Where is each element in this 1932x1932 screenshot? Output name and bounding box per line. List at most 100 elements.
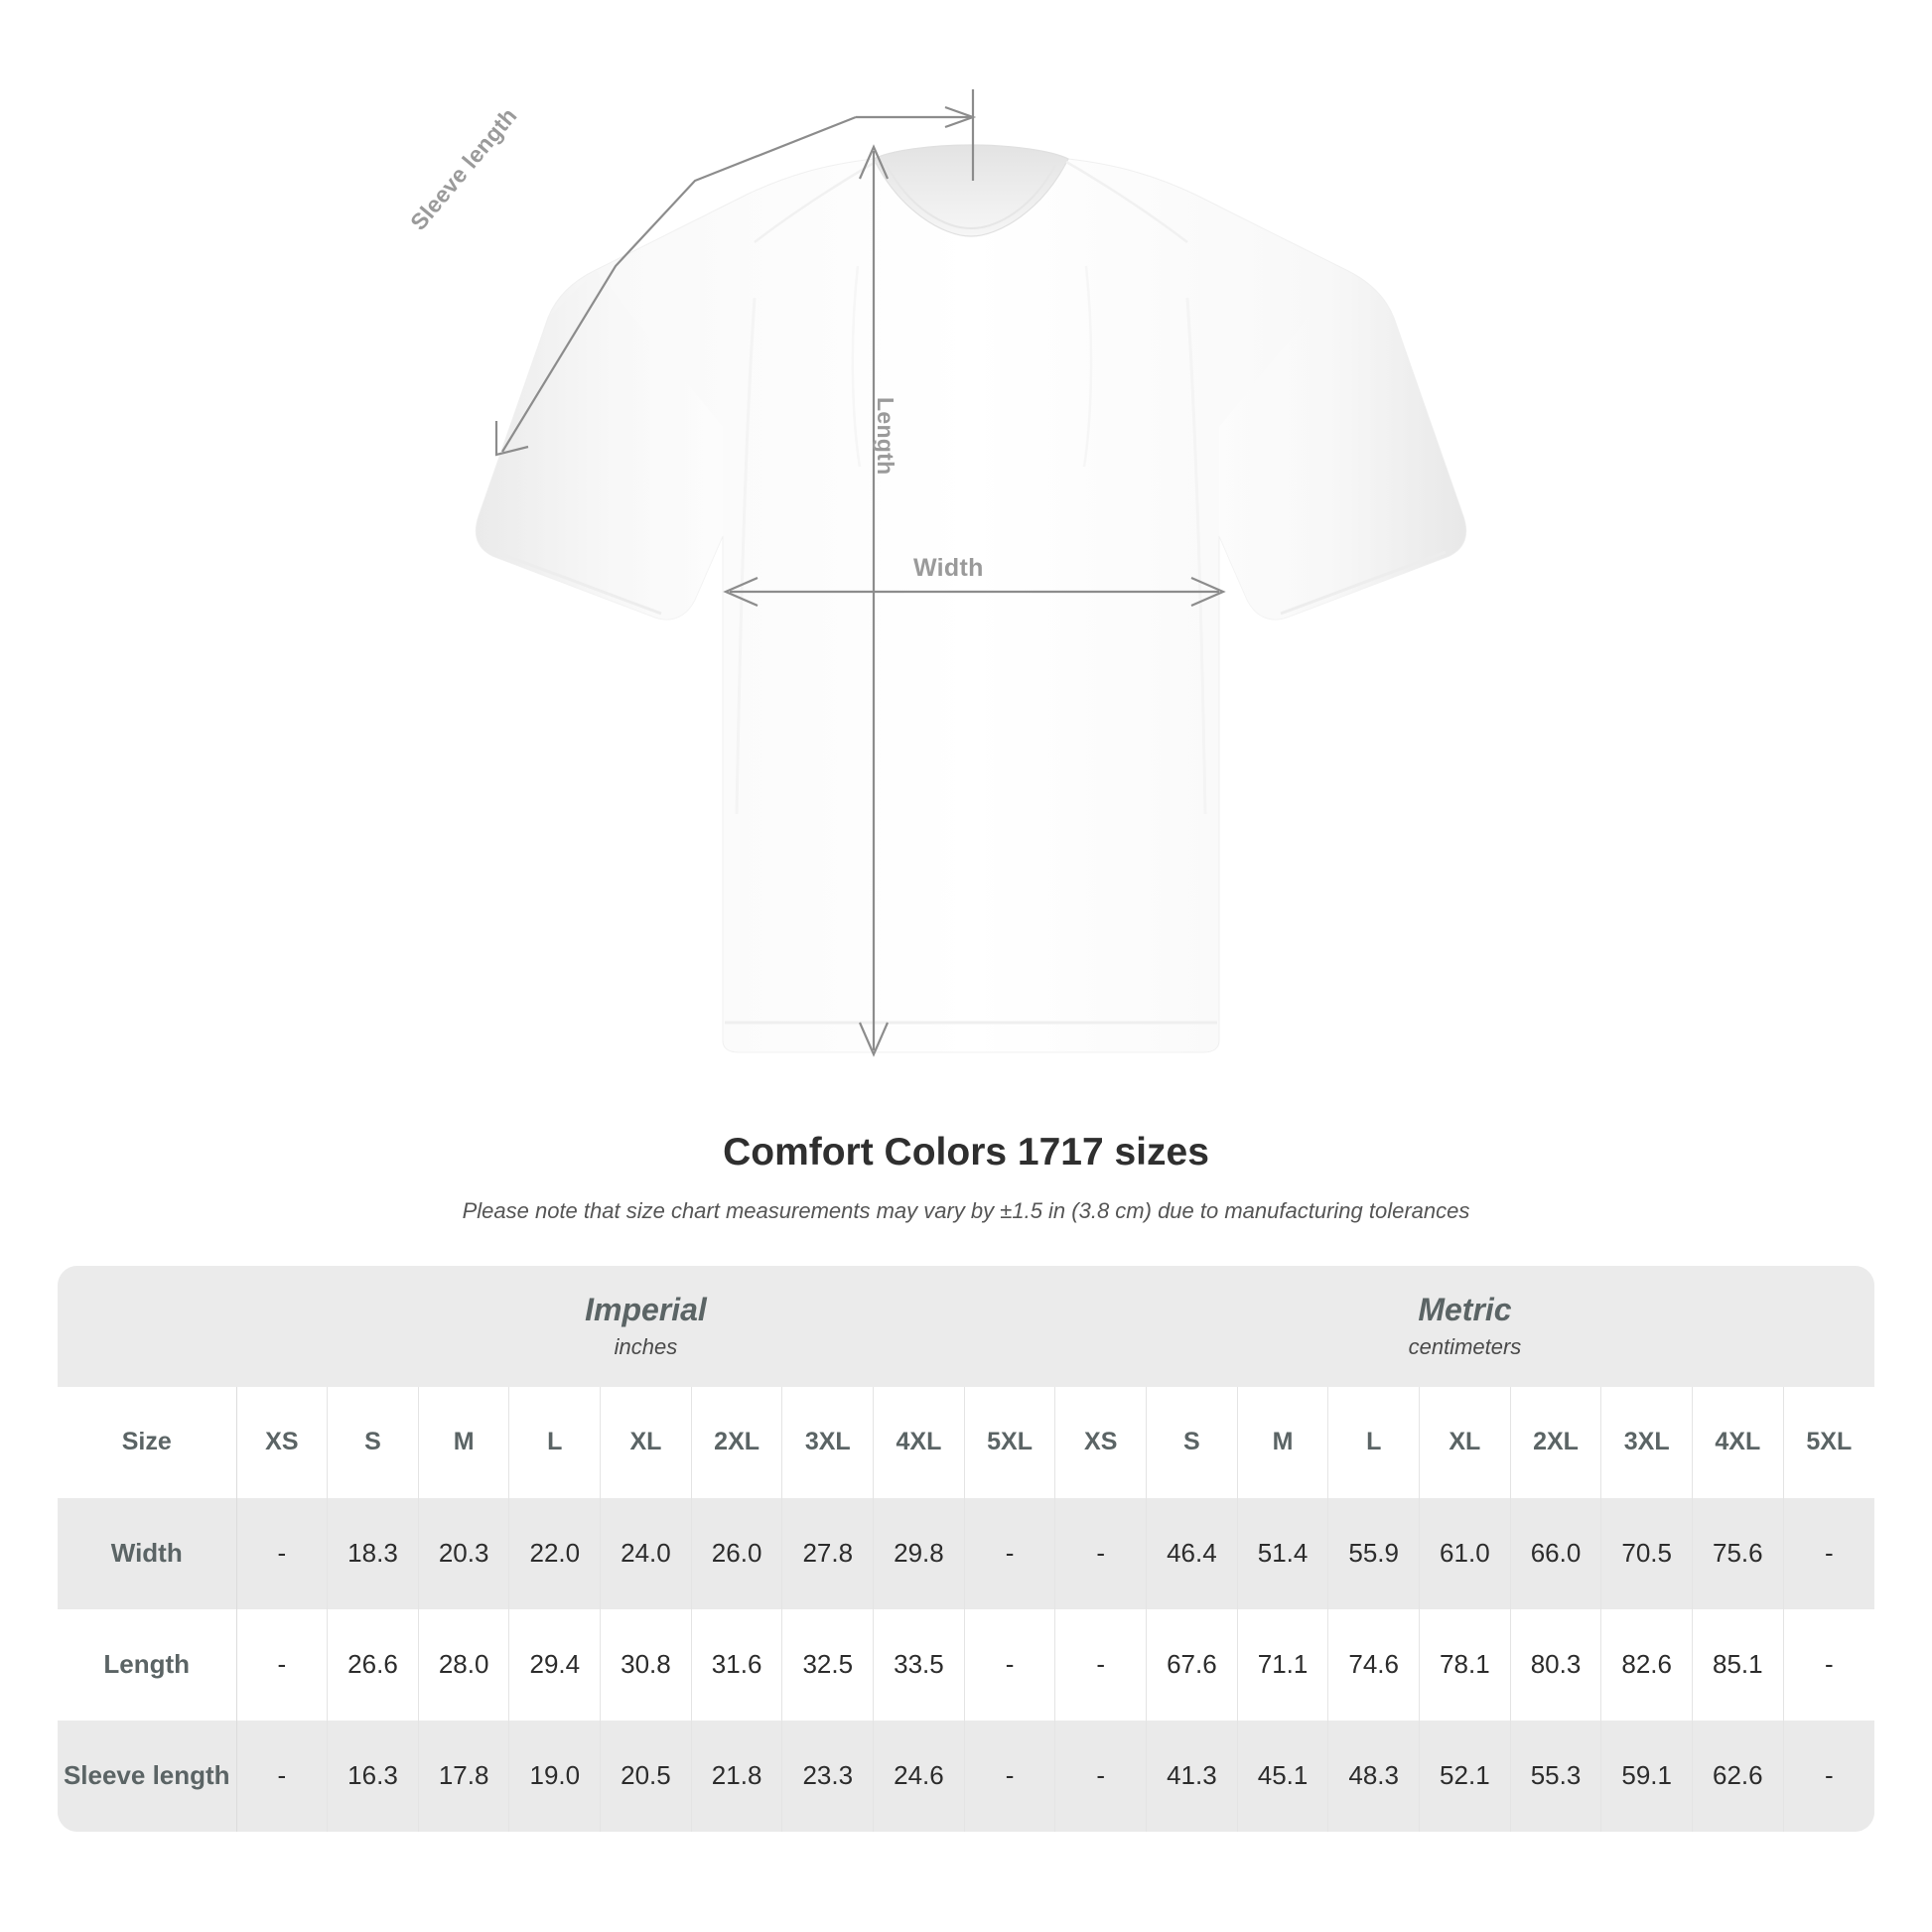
sleeve-leader-diagonal — [501, 115, 857, 453]
header-imperial-l: L — [508, 1386, 602, 1498]
sleeve-arrow-head-bottom — [494, 421, 529, 457]
cell-width-metric-4xl: 75.6 — [1692, 1497, 1784, 1609]
tshirt-shape — [475, 144, 1467, 1053]
width-arrow-head-right — [1190, 576, 1226, 608]
header-metric-xs: XS — [1054, 1386, 1148, 1498]
cell-length-imperial-3xl: 32.5 — [781, 1608, 875, 1721]
header-metric-3xl: 3XL — [1600, 1386, 1693, 1498]
header-metric-m: M — [1237, 1386, 1329, 1498]
cell-sleeve-imperial-xs: - — [236, 1720, 329, 1832]
unit-sub-metric: centimeters — [1408, 1334, 1522, 1360]
cell-length-metric-2xl: 80.3 — [1510, 1608, 1602, 1721]
tshirt-diagram: Sleeve length Length Width — [405, 89, 1467, 1057]
unit-banner-imperial: Imperial inches — [236, 1265, 1055, 1387]
cell-width-metric-l: 55.9 — [1327, 1497, 1421, 1609]
cell-length-imperial-4xl: 33.5 — [873, 1608, 965, 1721]
unit-sub-imperial: inches — [614, 1334, 678, 1360]
header-metric-4xl: 4XL — [1692, 1386, 1784, 1498]
header-imperial-xs: XS — [236, 1386, 329, 1498]
cell-length-metric-5xl: - — [1783, 1608, 1874, 1721]
tolerance-note: Please note that size chart measurements… — [462, 1197, 1470, 1223]
header-imperial-s: S — [327, 1386, 419, 1498]
cell-width-metric-2xl: 66.0 — [1510, 1497, 1602, 1609]
cell-length-metric-xl: 78.1 — [1419, 1608, 1511, 1721]
header-metric-5xl: 5XL — [1783, 1386, 1874, 1498]
cell-sleeve-imperial-5xl: - — [964, 1720, 1056, 1832]
header-imperial-2xl: 2XL — [691, 1386, 783, 1498]
width-arrow-head-left — [723, 576, 759, 608]
row-label-length: Length — [58, 1608, 237, 1721]
cell-width-imperial-2xl: 26.0 — [691, 1497, 783, 1609]
row-label-sleeve-length: Sleeve length — [58, 1720, 237, 1832]
cell-length-metric-l: 74.6 — [1327, 1608, 1421, 1721]
cell-length-metric-4xl: 85.1 — [1692, 1608, 1784, 1721]
unit-banner-metric: Metric centimeters — [1054, 1265, 1874, 1387]
page-title: Comfort Colors 1717 sizes — [723, 1131, 1209, 1173]
cell-sleeve-metric-m: 45.1 — [1237, 1720, 1329, 1832]
cell-sleeve-imperial-2xl: 21.8 — [691, 1720, 783, 1832]
header-metric-xl: XL — [1419, 1386, 1511, 1498]
size-header-row: Size XS S M L XL 2XL 3XL 4XL 5XL XS S M … — [58, 1386, 1874, 1498]
cell-sleeve-metric-5xl: - — [1783, 1720, 1874, 1832]
size-chart-table: Imperial inches Metric centimeters Size … — [58, 1265, 1874, 1832]
cell-sleeve-imperial-s: 16.3 — [327, 1720, 419, 1832]
cell-sleeve-metric-3xl: 59.1 — [1600, 1720, 1693, 1832]
cell-sleeve-imperial-4xl: 24.6 — [873, 1720, 965, 1832]
title-block: Comfort Colors 1717 sizes Please note th… — [0, 1130, 1932, 1224]
cell-width-metric-xs: - — [1054, 1497, 1148, 1609]
header-metric-s: S — [1146, 1386, 1238, 1498]
cell-width-imperial-5xl: - — [964, 1497, 1056, 1609]
header-imperial-m: M — [418, 1386, 510, 1498]
unit-banner-row: Imperial inches Metric centimeters — [58, 1265, 1874, 1387]
header-imperial-5xl: 5XL — [964, 1386, 1056, 1498]
cell-width-metric-m: 51.4 — [1237, 1497, 1329, 1609]
unit-name-metric: Metric — [1418, 1292, 1512, 1328]
cell-sleeve-metric-2xl: 55.3 — [1510, 1720, 1602, 1832]
table-row: Sleeve length - 16.3 17.8 19.0 20.5 21.8… — [58, 1720, 1874, 1832]
cell-length-imperial-2xl: 31.6 — [691, 1608, 783, 1721]
cell-width-metric-s: 46.4 — [1146, 1497, 1238, 1609]
length-arrow-head-top — [858, 144, 890, 180]
header-imperial-xl: XL — [600, 1386, 692, 1498]
cell-length-metric-s: 67.6 — [1146, 1608, 1238, 1721]
table-row: Width - 18.3 20.3 22.0 24.0 26.0 27.8 29… — [58, 1497, 1874, 1609]
header-imperial-4xl: 4XL — [873, 1386, 965, 1498]
cell-sleeve-imperial-m: 17.8 — [418, 1720, 510, 1832]
cell-sleeve-imperial-xl: 20.5 — [600, 1720, 692, 1832]
cell-length-imperial-m: 28.0 — [418, 1608, 510, 1721]
cell-sleeve-imperial-3xl: 23.3 — [781, 1720, 875, 1832]
cell-sleeve-metric-4xl: 62.6 — [1692, 1720, 1784, 1832]
cell-width-imperial-m: 20.3 — [418, 1497, 510, 1609]
cell-width-imperial-xs: - — [236, 1497, 329, 1609]
cell-sleeve-metric-xl: 52.1 — [1419, 1720, 1511, 1832]
cell-width-imperial-4xl: 29.8 — [873, 1497, 965, 1609]
unit-name-imperial: Imperial — [585, 1292, 707, 1328]
cell-length-imperial-xs: - — [236, 1608, 329, 1721]
cell-width-metric-5xl: - — [1783, 1497, 1874, 1609]
cell-sleeve-metric-l: 48.3 — [1327, 1720, 1421, 1832]
header-size-label: Size — [58, 1386, 237, 1498]
cell-sleeve-imperial-l: 19.0 — [508, 1720, 602, 1832]
cell-length-imperial-l: 29.4 — [508, 1608, 602, 1721]
header-imperial-3xl: 3XL — [781, 1386, 875, 1498]
cell-sleeve-metric-xs: - — [1054, 1720, 1148, 1832]
row-label-width: Width — [58, 1497, 237, 1609]
cell-length-imperial-s: 26.6 — [327, 1608, 419, 1721]
cell-width-imperial-l: 22.0 — [508, 1497, 602, 1609]
unit-banner-spacer — [58, 1265, 236, 1387]
width-dimension-label: Width — [913, 554, 984, 582]
table-row: Length - 26.6 28.0 29.4 30.8 31.6 32.5 3… — [58, 1608, 1874, 1721]
cell-length-metric-3xl: 82.6 — [1600, 1608, 1693, 1721]
header-metric-l: L — [1327, 1386, 1421, 1498]
cell-length-imperial-5xl: - — [964, 1608, 1056, 1721]
cell-width-imperial-xl: 24.0 — [600, 1497, 692, 1609]
dimension-lines — [494, 89, 1226, 1057]
tshirt-illustration — [475, 89, 1467, 1057]
cell-length-metric-xs: - — [1054, 1608, 1148, 1721]
cell-width-metric-xl: 61.0 — [1419, 1497, 1511, 1609]
length-dimension-label: Length — [873, 397, 898, 476]
header-metric-2xl: 2XL — [1510, 1386, 1602, 1498]
length-arrow-head-bottom — [858, 1022, 890, 1057]
cell-width-imperial-3xl: 27.8 — [781, 1497, 875, 1609]
size-chart-table-container: Imperial inches Metric centimeters Size … — [58, 1265, 1874, 1832]
